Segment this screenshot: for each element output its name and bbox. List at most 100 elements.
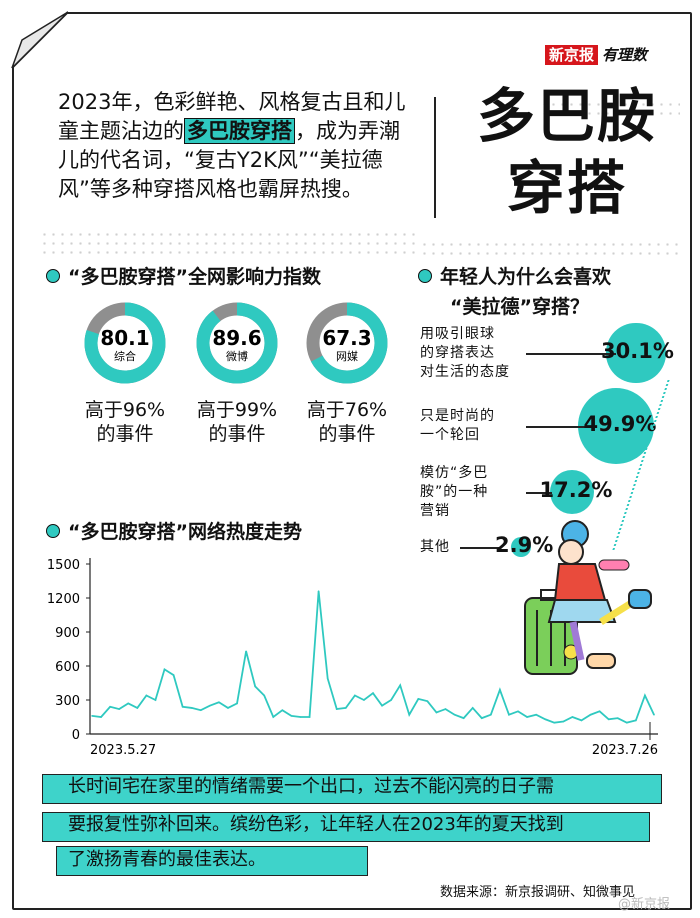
gauge-caption-line1: 高于96% xyxy=(84,399,166,421)
reason-leader-line xyxy=(526,426,596,428)
data-point xyxy=(426,700,429,702)
reason-value: 30.1% xyxy=(601,339,674,363)
summary-line1: 长时间宅在家里的情绪需要一个出口，过去不能闪亮的日子需 xyxy=(68,776,554,797)
y-tick-label: 0 xyxy=(72,728,80,743)
data-point xyxy=(199,709,202,711)
data-point xyxy=(616,717,619,719)
reason-bubble xyxy=(511,537,531,557)
data-point xyxy=(136,707,139,709)
data-point xyxy=(154,699,157,701)
intro-highlight: 多巴胺穿搭 xyxy=(184,118,295,144)
data-point xyxy=(281,709,284,711)
series-line xyxy=(91,591,655,724)
data-point xyxy=(163,668,166,671)
y-tick-label: 300 xyxy=(55,694,80,709)
data-point xyxy=(145,694,148,697)
gauge-ring: 80.1综合 xyxy=(84,302,166,384)
brand-column: 有理数 xyxy=(602,46,648,64)
data-point xyxy=(408,713,411,716)
gauge-caption-line2: 的事件 xyxy=(208,423,266,445)
influence-heading-text: “多巴胺穿搭”全网影响力指数 xyxy=(68,266,321,288)
gauge-value: 80.1 xyxy=(100,326,149,350)
data-point xyxy=(181,706,184,708)
influence-heading: “多巴胺穿搭”全网影响力指数 xyxy=(46,262,321,289)
gauge-caption-line1: 高于99% xyxy=(196,399,278,421)
summary-band xyxy=(42,812,650,842)
bullet-icon xyxy=(46,268,60,283)
data-point xyxy=(580,719,583,722)
dot-pattern xyxy=(420,240,680,260)
data-point xyxy=(109,706,111,708)
title-line2: 穿搭 xyxy=(506,154,627,222)
data-point xyxy=(245,650,247,653)
reason-leader-line xyxy=(526,353,616,355)
divider xyxy=(434,97,436,218)
reason-label: 其他 xyxy=(420,538,450,555)
data-point xyxy=(471,707,474,709)
data-point xyxy=(209,704,211,707)
data-source: 数据来源：新京报调研、知微事见 xyxy=(440,885,636,900)
data-point xyxy=(190,707,193,709)
gauge-fill xyxy=(196,302,278,384)
gauge-value: 89.6 xyxy=(212,326,261,350)
folded-corner xyxy=(11,11,69,69)
data-point xyxy=(227,707,229,709)
page-title: 多巴胺 穿搭 xyxy=(462,80,672,224)
gauge-value: 67.3 xyxy=(322,326,371,350)
summary-line3: 了激扬青春的最佳表达。 xyxy=(68,849,266,870)
data-point xyxy=(589,713,592,716)
reason-value: 17.2% xyxy=(539,478,613,502)
x-end-label: 2023.7.26 xyxy=(592,743,658,758)
data-point xyxy=(127,702,130,705)
reason-leader-line xyxy=(460,547,501,549)
data-point xyxy=(626,721,628,724)
data-point xyxy=(308,716,311,718)
watermark: @新京报 xyxy=(618,897,671,912)
data-point xyxy=(417,698,420,700)
gauge-caption-line2: 的事件 xyxy=(96,423,154,445)
data-point xyxy=(508,713,510,716)
data-point xyxy=(553,721,556,724)
reason-bubble xyxy=(606,323,666,383)
gauge-0: 80.1 综合高于96% 的事件 xyxy=(70,300,180,446)
data-point xyxy=(526,716,528,718)
dot-pattern xyxy=(40,230,420,256)
data-point xyxy=(607,718,610,721)
trend-heading-text: “多巴胺穿搭”网络热度走势 xyxy=(68,521,302,543)
bullet-icon xyxy=(46,523,60,538)
brand-logo: 新京报 有理数 xyxy=(545,44,647,65)
dot-pattern xyxy=(540,100,680,120)
data-point xyxy=(372,692,374,694)
intro-part2: ，成为弄潮儿的代名词，“复古Y2K风”“美拉德风”等多种穿搭风格也霸屏热搜。 xyxy=(58,119,400,201)
data-point xyxy=(499,689,501,691)
reasons-heading: 年轻人为什么会喜欢 “美拉德”穿搭？ xyxy=(418,262,611,322)
reason-label: 只是时尚的 一个轮回 xyxy=(420,408,495,443)
data-point xyxy=(480,717,483,719)
gauge-2: 67.3 网媒 高于76% 的事件 xyxy=(292,300,402,446)
reason-value: 2.9% xyxy=(495,533,554,557)
gauge-label: 综合 xyxy=(114,349,136,363)
data-point xyxy=(236,702,238,705)
data-point xyxy=(290,715,293,717)
gauge-label: 微博 xyxy=(226,349,248,363)
gauge-fill xyxy=(306,302,388,384)
data-point xyxy=(490,713,492,716)
brand-name: 新京报 xyxy=(545,45,599,65)
gauge-1: 89.6 微博高于99% 的事件 xyxy=(182,300,292,446)
data-point xyxy=(390,699,392,701)
data-point xyxy=(345,707,347,709)
summary-line2: 要报复性弥补回来。缤纷色彩，让年轻人在2023年的夏天找到 xyxy=(68,814,564,835)
gauge-fill xyxy=(84,302,166,384)
data-point xyxy=(172,674,175,676)
data-point xyxy=(354,694,356,697)
data-point xyxy=(335,708,338,710)
data-point xyxy=(517,710,519,713)
trend-line-chart: 0 300 600 900 1200 1500 2023.5.27 2023.7.26 xyxy=(47,558,658,758)
gauge-caption-line1: 高于76% xyxy=(306,399,388,421)
reason-bubble xyxy=(549,469,595,515)
data-point xyxy=(299,716,302,718)
reason-label: 模仿“多巴 胺”的一种 营销 xyxy=(420,464,489,519)
y-tick-label: 1200 xyxy=(47,592,80,607)
data-point xyxy=(635,719,637,722)
data-point xyxy=(100,716,102,718)
